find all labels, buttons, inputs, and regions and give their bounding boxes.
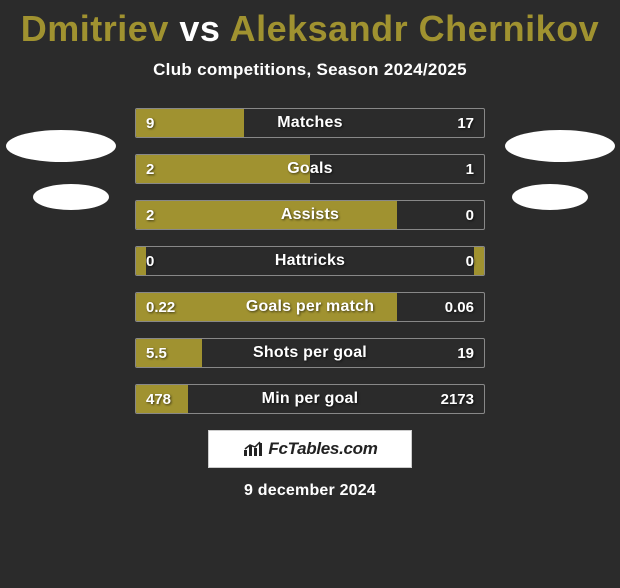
stat-value-right: 2173 bbox=[441, 385, 474, 413]
stat-bar-row: 0.220.06Goals per match bbox=[135, 292, 485, 322]
stat-value-left: 0 bbox=[146, 247, 154, 275]
bar-fill-left bbox=[136, 339, 202, 367]
fctables-logo: FcTables.com bbox=[208, 430, 412, 468]
date-text: 9 december 2024 bbox=[0, 482, 620, 500]
stat-value-right: 1 bbox=[466, 155, 474, 183]
player1-name: Dmitriev bbox=[21, 8, 169, 49]
bar-fill-left bbox=[136, 201, 397, 229]
comparison-title: Dmitriev vs Aleksandr Chernikov bbox=[0, 8, 620, 50]
stat-value-right: 17 bbox=[457, 109, 474, 137]
stat-bar-row: 21Goals bbox=[135, 154, 485, 184]
bar-fill-left bbox=[136, 155, 310, 183]
decorative-ellipse bbox=[512, 184, 588, 210]
logo-text: FcTables.com bbox=[268, 439, 377, 459]
stat-bar-row: 917Matches bbox=[135, 108, 485, 138]
subtitle: Club competitions, Season 2024/2025 bbox=[0, 60, 620, 80]
stat-value-right: 0.06 bbox=[445, 293, 474, 321]
comparison-bars: 917Matches21Goals20Assists00Hattricks0.2… bbox=[135, 108, 485, 414]
chart-icon bbox=[242, 440, 264, 458]
vs-text: vs bbox=[179, 8, 220, 49]
decorative-ellipse bbox=[33, 184, 109, 210]
stat-label: Min per goal bbox=[136, 385, 484, 413]
decorative-ellipse bbox=[505, 130, 615, 162]
stat-bar-row: 4782173Min per goal bbox=[135, 384, 485, 414]
stat-value-right: 0 bbox=[466, 201, 474, 229]
player2-name: Aleksandr Chernikov bbox=[230, 8, 600, 49]
bar-fill-left bbox=[136, 247, 146, 275]
stat-bar-row: 20Assists bbox=[135, 200, 485, 230]
stat-value-right: 19 bbox=[457, 339, 474, 367]
stat-label: Hattricks bbox=[136, 247, 484, 275]
bar-fill-left bbox=[136, 293, 397, 321]
bar-fill-left bbox=[136, 385, 188, 413]
bar-fill-right bbox=[474, 247, 484, 275]
stat-bar-row: 00Hattricks bbox=[135, 246, 485, 276]
stat-bar-row: 5.519Shots per goal bbox=[135, 338, 485, 368]
bar-fill-left bbox=[136, 109, 244, 137]
decorative-ellipse bbox=[6, 130, 116, 162]
